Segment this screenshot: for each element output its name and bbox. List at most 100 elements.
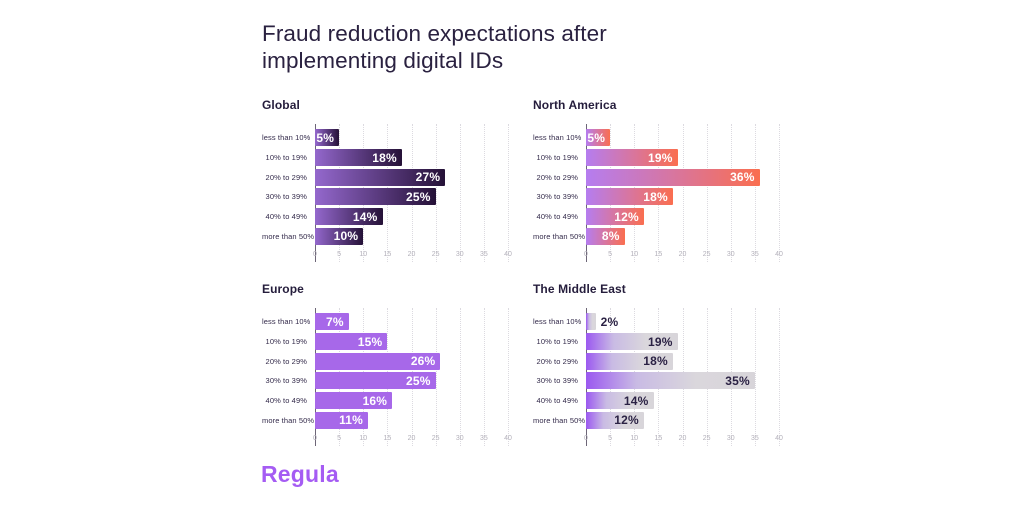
value-label: 16% — [362, 393, 388, 408]
chart-row: 20% to 29% 27% — [262, 167, 514, 187]
gridline — [435, 308, 437, 447]
axis-tick-label: 35 — [750, 251, 759, 259]
bar-track: 27% — [315, 168, 508, 186]
category-label: less than 10% — [262, 133, 311, 143]
bar-track: 12% — [586, 208, 779, 226]
bar-track: 12% — [586, 411, 779, 429]
chart-title-north-america: North America — [533, 98, 617, 112]
chart-row: less than 10% 7% — [262, 312, 514, 332]
page-title-line-1: Fraud reduction expectations after — [262, 21, 607, 46]
category-label: more than 50% — [533, 415, 586, 425]
axis-tick-label: 0 — [313, 251, 317, 259]
gridline — [459, 308, 461, 447]
axis-tick-label: 35 — [479, 435, 488, 443]
value-label: 14% — [623, 393, 649, 408]
page-title: Fraud reduction expectations after implem… — [262, 20, 702, 74]
chart-row: 40% to 49% 14% — [262, 207, 514, 227]
bar: 26% — [315, 352, 441, 370]
chart-row: 40% to 49% 12% — [533, 207, 785, 227]
chart-title-europe: Europe — [262, 282, 304, 296]
bar: 14% — [315, 208, 383, 226]
gridline — [483, 124, 485, 263]
chart-row: less than 10% 5% — [262, 128, 514, 148]
value-label: 7% — [326, 314, 344, 329]
axis-tick-label: 15 — [654, 251, 663, 259]
chart-row: less than 10% 5% — [533, 128, 785, 148]
chart-row: 20% to 29% 36% — [533, 167, 785, 187]
chart-north-america: North America less than 10% 5% 10% to 19% 1… — [533, 97, 785, 263]
gridline — [754, 308, 756, 447]
axis-tick-label: 40 — [504, 251, 512, 259]
gridline — [435, 124, 437, 263]
bar-track: 15% — [315, 333, 508, 351]
chart-row: more than 50% 8% — [533, 226, 785, 246]
chart-title-middle-east: The Middle East — [533, 282, 626, 296]
value-label: 15% — [357, 334, 383, 349]
category-label: more than 50% — [262, 415, 315, 425]
bar-track: 14% — [315, 208, 508, 226]
chart-row: 10% to 19% 19% — [533, 148, 785, 168]
category-label: 10% to 19% — [536, 153, 578, 163]
axis-tick-label: 40 — [775, 435, 783, 443]
value-label: 18% — [372, 150, 397, 165]
bar: 35% — [586, 372, 755, 390]
category-label: 30% to 39% — [265, 192, 307, 202]
category-label: less than 10% — [533, 317, 582, 327]
category-label: 20% to 29% — [536, 172, 578, 182]
axis-tick-label: 20 — [678, 435, 687, 443]
bar: 27% — [315, 168, 446, 186]
category-label: 10% to 19% — [536, 337, 578, 347]
bar: 12% — [586, 411, 644, 429]
category-label: 30% to 39% — [536, 376, 578, 386]
category-label: 10% to 19% — [265, 153, 307, 163]
chart-title-global: Global — [262, 98, 300, 112]
chart-row: 30% to 39% 18% — [533, 187, 785, 207]
regula-logo: Regula — [261, 461, 339, 487]
value-label: 18% — [643, 189, 668, 204]
axis-tick-label: 5 — [337, 251, 342, 259]
bar: 25% — [315, 188, 436, 206]
bar-track: 11% — [315, 411, 508, 429]
bar: 16% — [315, 392, 393, 410]
value-label: 12% — [614, 413, 639, 428]
category-label: more than 50% — [262, 231, 315, 241]
chart-row: more than 50% 12% — [533, 410, 785, 430]
axis-tick-label: 0 — [313, 435, 317, 443]
bar-track: 26% — [315, 352, 508, 370]
value-label: 25% — [406, 189, 431, 204]
gridline — [779, 124, 780, 263]
bar: 19% — [586, 149, 678, 167]
value-label: 25% — [406, 373, 431, 388]
plot-area: less than 10% 7% 10% to 19% 15% 20% to 29% 26… — [262, 308, 514, 447]
bar-track: 7% — [315, 313, 508, 331]
chart-row: 20% to 29% 18% — [533, 351, 785, 371]
axis-tick-label: 10 — [359, 251, 368, 259]
axis-tick-label: 25 — [431, 435, 440, 443]
axis-tick-label: 35 — [479, 251, 488, 259]
bar: 5% — [315, 129, 340, 147]
value-label: 5% — [587, 130, 606, 145]
axis-tick-label: 20 — [407, 251, 416, 259]
chart-row: 30% to 39% 25% — [262, 187, 514, 207]
value-label: 19% — [648, 150, 673, 165]
axis-tick-label: 15 — [654, 435, 663, 443]
axis-tick-label: 10 — [359, 435, 368, 443]
axis-tick-label: 5 — [337, 435, 342, 443]
plot-area: less than 10% 5% 10% to 19% 19% 20% to 29% 36… — [533, 124, 785, 263]
value-label: 19% — [648, 334, 673, 349]
category-label: 40% to 49% — [265, 396, 307, 406]
chart-row: less than 10% 2% — [533, 312, 785, 332]
axis-tick-label: 25 — [702, 435, 711, 443]
chart-row: more than 50% 10% — [262, 226, 514, 246]
value-label: 10% — [333, 229, 359, 244]
chart-row: 20% to 29% 26% — [262, 351, 514, 371]
bar-track: 5% — [586, 129, 779, 147]
axis-tick-label: 30 — [726, 435, 735, 443]
category-label: 40% to 49% — [536, 396, 578, 406]
gridline — [483, 308, 485, 447]
gridline — [508, 124, 509, 263]
bar: 36% — [586, 168, 760, 186]
chart-global: Global less than 10% 5% 10% to 19% 18% 20% t… — [262, 97, 514, 263]
axis-tick-label: 35 — [750, 435, 759, 443]
gridline — [682, 124, 684, 263]
